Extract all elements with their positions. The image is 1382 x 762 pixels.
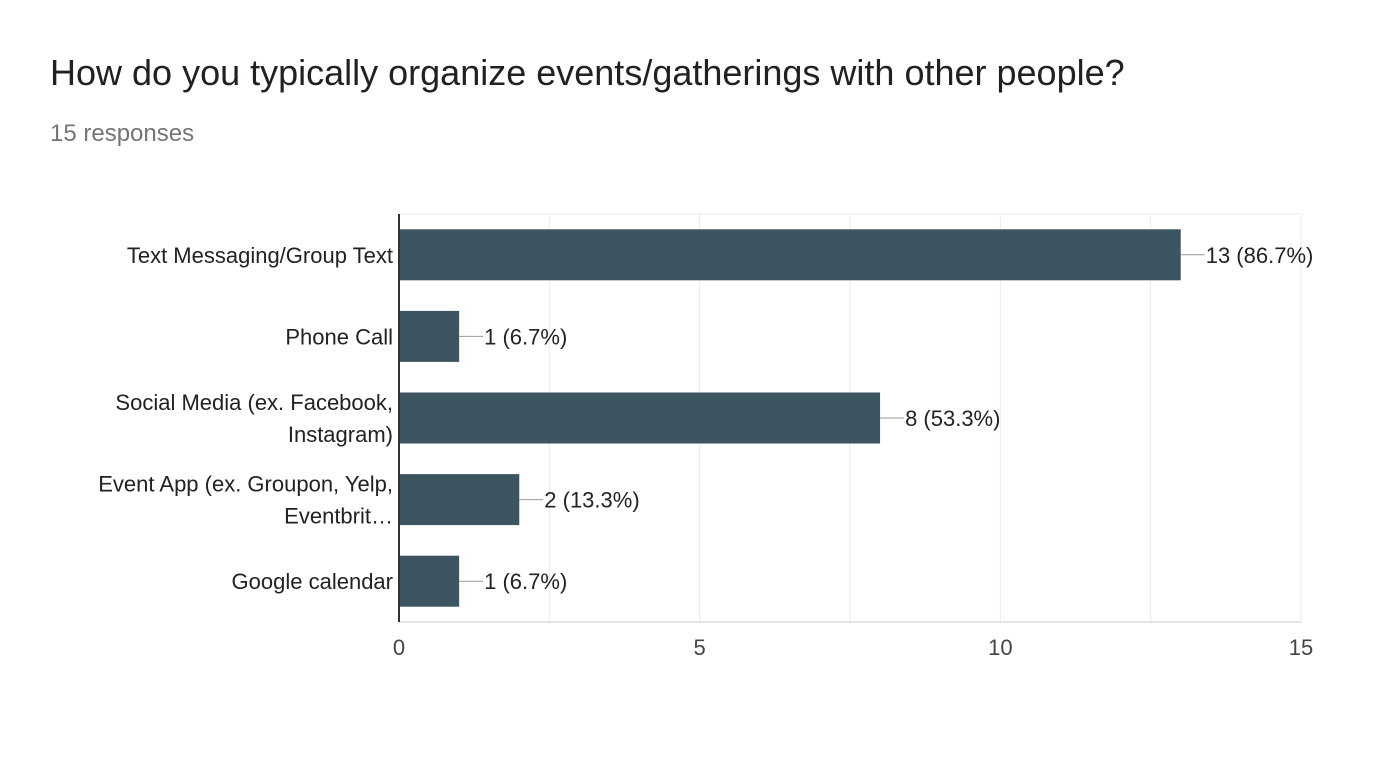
bar: [399, 310, 460, 362]
data-label: 1 (6.7%): [484, 324, 567, 349]
category-label: Eventbrit…: [284, 504, 393, 529]
data-label: 1 (6.7%): [484, 569, 567, 594]
x-tick-label: 15: [1289, 635, 1313, 660]
category-label: Social Media (ex. Facebook,: [115, 390, 393, 415]
x-tick-label: 10: [988, 635, 1012, 660]
data-label: 2 (13.3%): [544, 488, 639, 513]
category-label: Google calendar: [232, 569, 393, 594]
bar: [399, 474, 520, 526]
bar: [399, 555, 460, 607]
data-label: 13 (86.7%): [1206, 243, 1314, 268]
bar: [399, 229, 1181, 281]
data-label: 8 (53.3%): [905, 406, 1000, 431]
category-label: Text Messaging/Group Text: [127, 243, 393, 268]
bar: [399, 392, 881, 444]
category-label: Instagram): [288, 422, 393, 447]
category-label: Event App (ex. Groupon, Yelp,: [98, 472, 393, 497]
x-tick-label: 0: [393, 635, 405, 660]
question-title: How do you typically organize events/gat…: [50, 52, 1125, 93]
x-tick-label: 5: [694, 635, 706, 660]
category-label: Phone Call: [285, 324, 393, 349]
response-count: 15 responses: [50, 120, 195, 147]
